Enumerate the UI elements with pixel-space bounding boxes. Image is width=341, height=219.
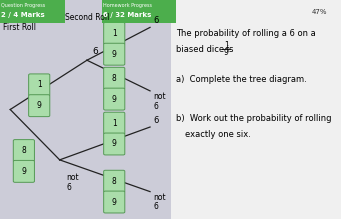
FancyBboxPatch shape — [104, 67, 125, 89]
Text: Second Roll: Second Roll — [65, 13, 109, 22]
Text: 9: 9 — [112, 95, 117, 104]
Text: 8: 8 — [21, 146, 26, 155]
Text: Homework Progress: Homework Progress — [103, 3, 152, 8]
Text: 1: 1 — [112, 29, 117, 38]
Text: biased dice is: biased dice is — [176, 45, 233, 54]
Text: a)  Complete the tree diagram.: a) Complete the tree diagram. — [176, 75, 306, 85]
FancyBboxPatch shape — [104, 112, 125, 134]
FancyBboxPatch shape — [29, 74, 50, 96]
Text: 9: 9 — [112, 50, 117, 59]
Text: exactly one six.: exactly one six. — [185, 130, 251, 139]
Text: 9: 9 — [21, 167, 26, 176]
FancyBboxPatch shape — [104, 23, 125, 44]
Text: 9: 9 — [224, 48, 228, 57]
Text: b)  Work out the probability of rolling: b) Work out the probability of rolling — [176, 114, 331, 123]
Text: 9: 9 — [112, 198, 117, 207]
FancyBboxPatch shape — [104, 43, 125, 65]
Text: not
6: not 6 — [153, 92, 166, 111]
Text: 1: 1 — [224, 41, 228, 50]
Text: 6: 6 — [153, 116, 159, 125]
Text: 1: 1 — [37, 80, 42, 89]
Text: 6: 6 — [92, 47, 98, 56]
FancyBboxPatch shape — [0, 0, 65, 23]
Text: not
6: not 6 — [153, 193, 166, 211]
FancyBboxPatch shape — [104, 88, 125, 110]
Text: 2 / 4 Marks: 2 / 4 Marks — [1, 12, 45, 18]
FancyBboxPatch shape — [13, 160, 34, 182]
Text: The probability of rolling a 6 on a: The probability of rolling a 6 on a — [176, 29, 315, 39]
FancyBboxPatch shape — [104, 133, 125, 155]
Text: 8: 8 — [112, 177, 117, 186]
FancyBboxPatch shape — [171, 0, 341, 219]
FancyBboxPatch shape — [29, 95, 50, 117]
Text: First Roll: First Roll — [3, 23, 36, 32]
Text: 9: 9 — [112, 140, 117, 148]
FancyBboxPatch shape — [104, 170, 125, 192]
Text: 1: 1 — [112, 119, 117, 128]
FancyBboxPatch shape — [104, 191, 125, 213]
Text: Question Progress: Question Progress — [1, 3, 45, 8]
FancyBboxPatch shape — [102, 0, 176, 23]
Text: 8: 8 — [112, 74, 117, 83]
Text: 9: 9 — [37, 101, 42, 110]
Text: 6: 6 — [153, 16, 159, 25]
Text: 47%: 47% — [312, 9, 327, 15]
Text: 6 / 32 Marks: 6 / 32 Marks — [103, 12, 151, 18]
Text: not
6: not 6 — [66, 173, 79, 192]
FancyBboxPatch shape — [13, 140, 34, 162]
